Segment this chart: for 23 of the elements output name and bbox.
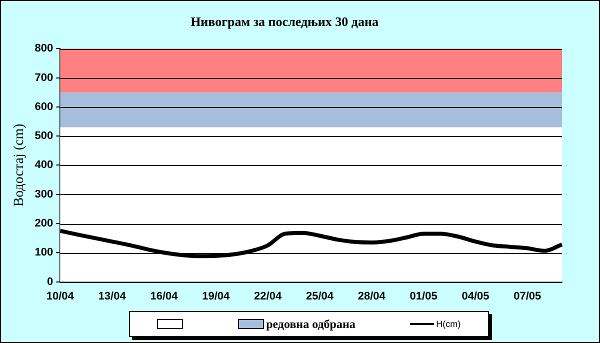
x-tick-label: 13/04: [98, 290, 127, 302]
x-tick-label: 28/04: [358, 290, 386, 302]
y-axis-title: Водостај (cm): [12, 123, 28, 207]
y-tick-label: 300: [34, 188, 54, 200]
y-tick-label: 100: [34, 246, 54, 259]
legend-label: редовна одбрана: [266, 316, 356, 332]
chart-title: Нивограм за последњих 30 дана: [190, 14, 379, 30]
legend-label: H(cm): [436, 319, 461, 329]
x-tick-label: 19/04: [202, 290, 231, 302]
y-tick-label: 800: [34, 42, 54, 55]
y-tick-label: 600: [34, 100, 54, 113]
x-tick-label: 10/04: [46, 290, 75, 302]
y-tick-label: 400: [34, 159, 54, 172]
x-tick-label: 04/05: [462, 290, 490, 302]
x-tick-label: 07/05: [514, 290, 542, 302]
x-tick-label: 16/04: [150, 290, 179, 302]
x-tick-label: 22/04: [254, 290, 282, 302]
y-tick-label: 700: [34, 72, 54, 84]
x-tick-label: 25/04: [306, 290, 334, 302]
y-tick-label: 0: [47, 276, 54, 288]
x-tick-label: 01/05: [410, 290, 438, 302]
y-tick-label: 500: [34, 130, 54, 142]
y-tick-label: 200: [34, 218, 54, 230]
